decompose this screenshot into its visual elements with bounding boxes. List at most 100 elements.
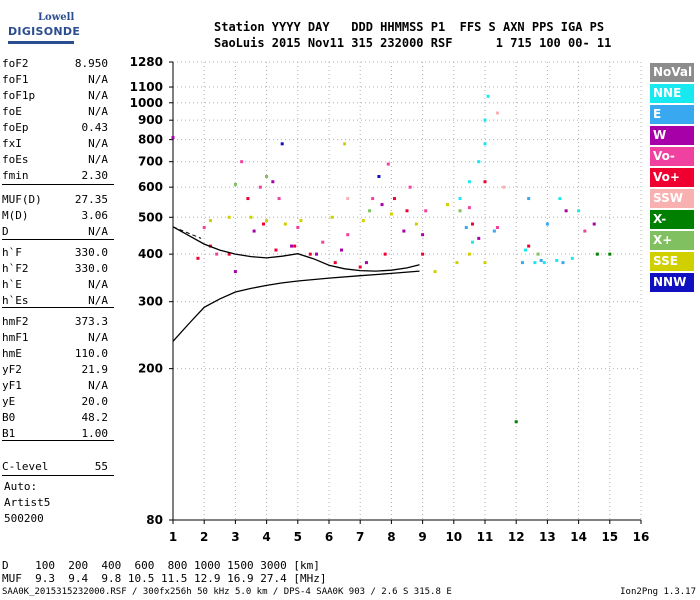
echo-point: [274, 248, 278, 252]
echo-point: [495, 225, 499, 229]
separator: [2, 440, 114, 441]
echo-point: [202, 225, 206, 229]
echo-point: [371, 197, 375, 201]
echo-point: [458, 197, 462, 201]
param-key: foF1: [2, 73, 29, 86]
param-value: 2.30: [81, 169, 109, 182]
echo-point: [471, 240, 475, 244]
echo-point: [196, 256, 200, 260]
x-tick-label: 7: [356, 530, 364, 544]
param-value: 55: [94, 460, 108, 473]
param-key: foF1p: [2, 89, 36, 102]
x-tick-label: 14: [570, 530, 587, 544]
param-row: hmF1 N/A: [2, 331, 110, 347]
legend-item: NNW: [650, 273, 694, 292]
echo-point: [583, 229, 587, 233]
echo-point: [467, 206, 471, 210]
param-row: hmF2 373.3: [2, 315, 110, 331]
echo-point: [339, 248, 343, 252]
param-key: foEs: [2, 153, 29, 166]
y-tick-label: 800: [138, 133, 163, 147]
autoscaling-line3: 500200: [4, 512, 44, 525]
legend-item: NoVal: [650, 63, 694, 82]
footer-info: SAA0K_2015315232000.RSF / 300fx256h 50 k…: [2, 587, 452, 597]
param-key: h`F2: [2, 262, 29, 275]
x-tick-label: 1: [169, 530, 177, 544]
echo-point: [477, 236, 481, 240]
echo-point: [364, 261, 368, 265]
legend-item: E: [650, 105, 694, 124]
echo-point: [467, 252, 471, 256]
echo-point: [346, 233, 350, 237]
echo-point: [333, 261, 337, 265]
param-key: foF2: [2, 57, 29, 70]
echo-point: [527, 244, 531, 248]
echo-point: [477, 160, 481, 164]
param-row: foEs N/A: [2, 153, 110, 169]
y-tick-label: 900: [138, 113, 163, 127]
param-key: foE: [2, 105, 22, 118]
param-row: D N/A: [2, 225, 110, 241]
param-value: 330.0: [74, 246, 108, 259]
param-row: M(D) 3.06: [2, 209, 110, 225]
param-row: h`F 330.0: [2, 246, 110, 262]
virtual-height-curve: [172, 226, 420, 272]
echo-point: [542, 261, 546, 265]
param-value: 330.0: [74, 262, 108, 275]
param-value: 21.9: [81, 363, 109, 376]
param-row: h`E N/A: [2, 278, 110, 294]
param-value: 48.2: [81, 411, 109, 424]
param-row: foEp 0.43: [2, 121, 110, 137]
echo-point: [299, 219, 303, 223]
echo-point: [561, 261, 565, 265]
echo-point: [608, 252, 612, 256]
echo-point: [233, 182, 237, 186]
param-value: 373.3: [74, 315, 108, 328]
echo-point: [527, 197, 531, 201]
separator: [2, 307, 114, 308]
echo-point: [483, 118, 487, 122]
legend-item: SSE: [650, 252, 694, 271]
legend-item: X+: [650, 231, 694, 250]
param-value: N/A: [88, 278, 108, 291]
param-row: foF1 N/A: [2, 73, 110, 89]
echo-point: [414, 222, 418, 226]
logo-line1: Lowell: [38, 12, 75, 23]
param-value: 110.0: [74, 347, 108, 360]
echo-point: [533, 261, 537, 265]
echo-point: [227, 252, 231, 256]
param-value: N/A: [88, 153, 108, 166]
param-value: N/A: [88, 105, 108, 118]
trace-dashed-segment: [172, 226, 202, 239]
param-key: C-level: [2, 460, 49, 473]
distance-row: D 100 200 400 600 800 1000 1500 3000 [km…: [2, 559, 320, 572]
echo-point: [393, 197, 397, 201]
echo-point: [458, 209, 462, 213]
y-tick-label: 200: [138, 362, 163, 376]
x-tick-label: 6: [325, 530, 333, 544]
echo-point: [502, 185, 506, 189]
echo-point: [467, 180, 471, 184]
echo-point: [405, 209, 409, 213]
echo-point: [315, 252, 319, 256]
param-row: foF1p N/A: [2, 89, 110, 105]
param-key: yE: [2, 395, 16, 408]
echo-point: [383, 252, 387, 256]
param-row: C-level 55: [2, 460, 110, 476]
echo-point: [296, 225, 300, 229]
param-row: yF2 21.9: [2, 363, 110, 379]
param-value: 0.43: [81, 121, 109, 134]
y-tick-label: 1000: [130, 96, 163, 110]
y-tick-label: 1280: [130, 55, 163, 69]
echo-point: [520, 261, 524, 265]
param-key: foEp: [2, 121, 29, 134]
echo-point: [514, 420, 518, 424]
echo-point: [386, 162, 390, 166]
param-row: MUF(D) 27.35: [2, 193, 110, 209]
x-tick-label: 10: [445, 530, 462, 544]
echo-point: [249, 215, 253, 219]
x-tick-label: 13: [539, 530, 556, 544]
param-row: B0 48.2: [2, 411, 110, 427]
echo-point: [389, 212, 393, 216]
x-tick-label: 16: [633, 530, 650, 544]
